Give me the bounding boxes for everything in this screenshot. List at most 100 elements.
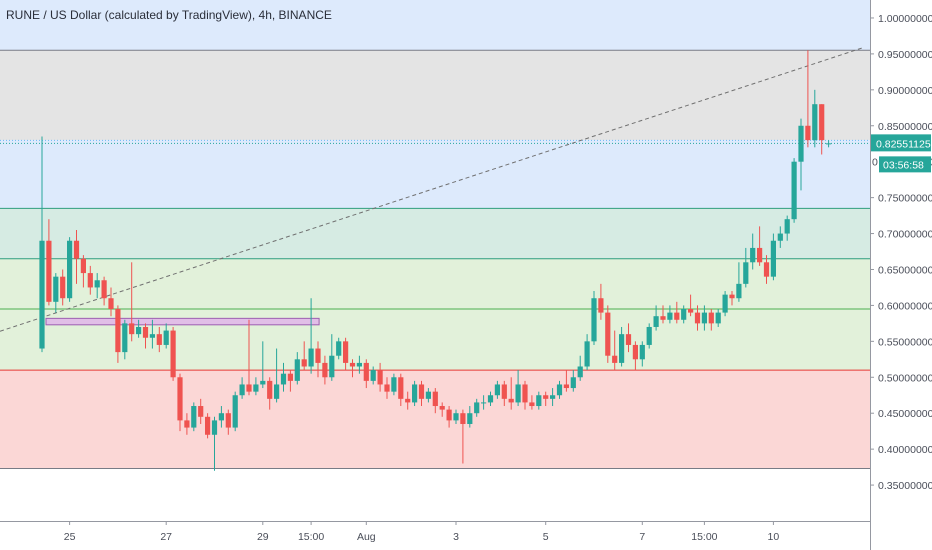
zone-band — [0, 140, 870, 209]
countdown-value: 03:56:58 — [883, 159, 924, 171]
candle-body — [329, 355, 335, 378]
x-tick-label: 7 — [639, 531, 645, 543]
candle-body — [142, 326, 149, 338]
candle-body — [211, 420, 218, 435]
y-tick-label: 0.50000000 — [878, 372, 932, 384]
y-tick-label: 0.45000000 — [878, 408, 932, 420]
candle-body — [336, 341, 342, 356]
candle-body — [343, 341, 349, 363]
range-rectangle — [45, 317, 320, 326]
candle-body — [750, 247, 756, 263]
candle-body — [322, 362, 328, 378]
candle-body — [556, 384, 563, 396]
candle-body — [94, 280, 100, 288]
candle-body — [598, 298, 604, 313]
candle-body — [646, 326, 652, 345]
candle-body — [46, 240, 52, 302]
candle-body — [584, 341, 590, 367]
candle-body — [460, 413, 466, 424]
candle-body — [763, 262, 770, 277]
y-tick-label: 0.95000000 — [878, 49, 932, 61]
candle-body — [405, 398, 411, 403]
x-tick-label: 15:00 — [298, 531, 324, 543]
candle-body — [722, 294, 728, 313]
candle-body — [418, 384, 425, 399]
candle-body — [508, 398, 514, 403]
candle-body — [708, 312, 714, 324]
candle-body — [653, 316, 659, 327]
candle-body — [356, 362, 362, 367]
candle-body — [315, 348, 321, 363]
candle-body — [791, 161, 797, 220]
candle-body — [205, 416, 211, 435]
time-axis-bg — [0, 521, 870, 550]
candle-body — [363, 362, 369, 381]
candle-body — [674, 312, 680, 320]
candle-body — [694, 312, 701, 324]
candle-body — [632, 344, 638, 360]
zone-band — [0, 0, 870, 51]
candle-body — [301, 359, 307, 367]
candle-body — [280, 373, 287, 385]
candle-body — [60, 276, 66, 299]
candle-body — [198, 406, 204, 417]
candle-body — [156, 334, 162, 345]
candle-body — [115, 309, 121, 353]
candle-body — [377, 370, 383, 385]
candle-body — [826, 143, 832, 145]
y-tick-label: 1.00000000 — [878, 13, 932, 25]
y-tick-label: 0.40000000 — [878, 444, 932, 456]
candle-body — [260, 380, 266, 385]
candle-body — [101, 280, 107, 299]
candle-body — [736, 283, 742, 299]
x-tick-label: 29 — [257, 531, 269, 543]
candle-body — [349, 362, 356, 367]
candle-body — [163, 330, 169, 345]
candle-body — [522, 384, 528, 403]
candle-body — [225, 413, 231, 428]
candle-body — [274, 384, 280, 399]
candle-body — [129, 323, 135, 335]
candle-body — [681, 309, 687, 320]
candle-body — [439, 406, 445, 410]
candle-body — [446, 409, 452, 421]
candle-body — [246, 384, 252, 392]
candle-body — [391, 377, 397, 392]
zone-band — [0, 208, 870, 259]
partial-label-bg — [871, 152, 879, 170]
candle-body — [177, 377, 183, 421]
candle-body — [239, 384, 245, 396]
candle-body — [777, 233, 783, 241]
candle-body — [149, 334, 155, 338]
candle-body — [73, 240, 80, 259]
candle-body — [453, 413, 459, 421]
candle-body — [798, 125, 804, 162]
candle-body — [87, 273, 93, 288]
candle-body — [487, 395, 494, 403]
x-tick-label: 5 — [543, 531, 549, 543]
candle-body — [136, 326, 142, 335]
candle-body — [287, 373, 293, 381]
candle-body — [501, 384, 507, 399]
x-tick-label: 10 — [768, 531, 780, 543]
candle-body — [122, 323, 128, 353]
candle-body — [619, 334, 625, 363]
candle-body — [625, 334, 632, 345]
candle-body — [667, 312, 673, 320]
price-badge-value: 0.82551125 — [876, 138, 931, 150]
candle-body — [67, 240, 73, 299]
y-tick-label: 0.70000000 — [878, 229, 932, 241]
x-tick-label: 27 — [160, 531, 172, 543]
candle-body — [605, 312, 611, 356]
candle-body — [294, 359, 300, 381]
candle-body — [53, 276, 59, 302]
candle-body — [370, 370, 376, 381]
candle-body — [108, 298, 114, 310]
candle-body — [267, 380, 273, 399]
candle-body — [432, 391, 438, 407]
candle-body — [184, 420, 190, 428]
partial-label: 0 — [872, 156, 878, 168]
zone-band — [0, 258, 870, 371]
chart-title: RUNE / US Dollar (calculated by TradingV… — [6, 8, 332, 22]
